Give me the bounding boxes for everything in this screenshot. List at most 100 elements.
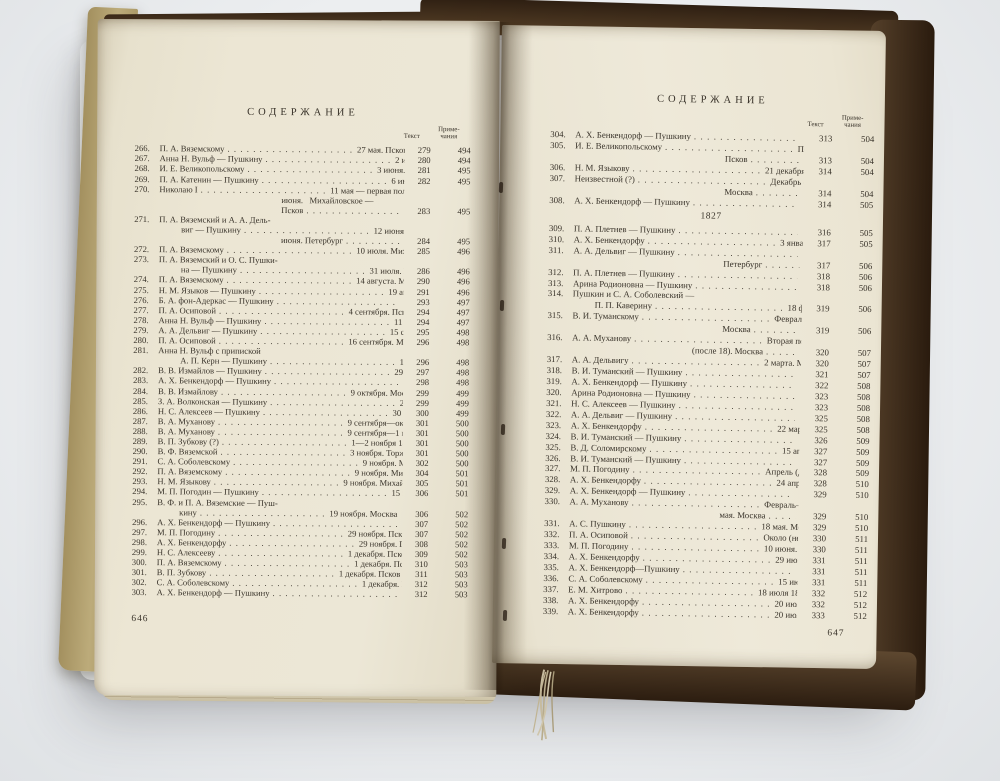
entry-number: 311. — [548, 244, 564, 255]
entry-name: П. А. Вяземскому — [156, 557, 222, 568]
entry-date-cell: 16 сентября. Москва — [346, 337, 403, 347]
entry-date: 21 декабря. Москва — [764, 165, 804, 177]
entry-name-cell: виг — Пушкину — [159, 224, 372, 236]
entry-date-cell: 3 января. Москва — [778, 237, 803, 248]
entry-date-cell: 9 ноября. Михайловское — [353, 468, 403, 478]
text-page-number: 279 — [417, 145, 431, 156]
entry-date: 31 июля. Ревель — [369, 266, 404, 277]
text-page-number: 333 — [811, 609, 825, 620]
entry-name-cell — [159, 212, 279, 213]
entry-number: 277. — [133, 304, 149, 315]
entry-number: 315. — [547, 310, 563, 321]
text-page-number: 329 — [813, 511, 827, 522]
entry-date-cell: Около (не позднее) 10 июня. — [761, 532, 798, 543]
text-page-number: 327 — [813, 456, 828, 467]
stitch-mark — [499, 299, 505, 312]
entry-number: 298. — [131, 536, 148, 548]
entry-number: 294. — [132, 486, 148, 497]
entry-number: 273. — [133, 254, 150, 265]
dot-leader — [765, 259, 799, 270]
stitch-mark — [501, 537, 507, 550]
entry-date-cell: 31 июля. Ревель — [368, 266, 404, 276]
entry-number: 324. — [545, 430, 562, 441]
stitch-mark — [502, 609, 508, 622]
notes-page-number: 498 — [456, 377, 470, 388]
dot-leader — [244, 225, 369, 236]
notes-page-number: 499 — [456, 387, 470, 398]
entry-number: 269. — [134, 173, 150, 184]
entry-number: 306. — [549, 162, 566, 173]
notes-page-number: 503 — [454, 559, 468, 570]
entry-number: 310. — [548, 233, 565, 244]
text-page-number: 307 — [415, 518, 429, 529]
entry-number: 320. — [546, 386, 562, 398]
notes-page-number: 505 — [859, 199, 874, 210]
entry-name: С. А. Соболевскому — [156, 577, 230, 588]
text-page-number: 323 — [814, 391, 829, 402]
text-page-number: 294 — [416, 316, 430, 327]
notes-page-number: 499 — [455, 407, 469, 419]
entry-name: Н. С. Алексеев — Пушкину — [157, 405, 260, 417]
toc-title-left: СОДЕРЖАНИЕ — [247, 106, 359, 119]
notes-page-number: 502 — [455, 518, 469, 530]
entry-name: П. А. Вяземскому — [158, 244, 224, 255]
notes-page-number: 501 — [455, 468, 469, 479]
notes-page-number: 502 — [455, 529, 469, 540]
entry-number: 279. — [133, 324, 149, 336]
entry-date: 9 сентября—октябрь. Москва — [347, 417, 403, 428]
entry-number: 278. — [133, 314, 149, 325]
text-page-number: 316 — [817, 227, 831, 238]
entry-date: Псков — [724, 153, 748, 165]
text-page-number: 290 — [416, 276, 430, 287]
entry-number: 295. — [132, 496, 148, 507]
notes-page-number: 507 — [857, 358, 871, 370]
entry-number: 333. — [543, 539, 560, 551]
notes-page-number: 511 — [854, 566, 868, 577]
entry-date: 29 ноября. Псков — [358, 538, 402, 549]
toc-rows-right: 304.А. Х. Бенкендорф — Пушкину14 декабря… — [543, 129, 875, 621]
notes-page-number: 496 — [456, 286, 470, 297]
notes-page-number: 509 — [856, 446, 870, 457]
entry-name: виг — Пушкину — [181, 224, 242, 235]
entry-number: 281. — [133, 345, 149, 356]
entry-number: 271. — [134, 213, 150, 225]
dot-leader — [201, 184, 326, 195]
text-page-number: 331 — [812, 576, 826, 588]
text-page-number: 330 — [812, 533, 827, 544]
entry-date-cell: 21 декабря. Москва — [763, 165, 804, 177]
entry-date: 6 июня. Петербург — [391, 175, 405, 186]
dot-leader — [306, 205, 401, 216]
entry-date: 2 марта. Москва — [764, 357, 801, 369]
text-page-number: 294 — [416, 306, 430, 317]
entry-date: 1 декабря. Псков — [347, 548, 402, 559]
entry-number: 323. — [545, 419, 562, 430]
entry-number: 274. — [133, 274, 149, 285]
text-page-number: 329 — [812, 522, 827, 533]
entry-number: 305. — [550, 140, 566, 151]
text-page-number: 332 — [811, 587, 826, 599]
entry-date: 1—2 ноября 1826 (?). Москва — [351, 437, 403, 448]
notes-page-number: 495 — [457, 206, 471, 217]
entry-number: 318. — [546, 364, 563, 376]
entry-name: П. А. Осиповой — [158, 304, 217, 316]
entry-number: 283. — [133, 375, 149, 386]
entry-number: 297. — [131, 526, 148, 537]
entry-date-cell: 27 мая. Псков — [355, 145, 405, 155]
notes-page-number: 502 — [455, 539, 468, 550]
notes-page-number: 506 — [858, 282, 873, 293]
notes-page-number: 510 — [855, 490, 869, 501]
entry-name-cell — [573, 264, 691, 266]
notes-page-number: 506 — [858, 326, 872, 337]
text-page-number: 298 — [416, 377, 430, 388]
entry-name: Анна Н. Вульф с припиской — [158, 345, 261, 357]
text-page-number: 301 — [415, 448, 429, 459]
text-page-number: 318 — [816, 270, 831, 281]
dot-leader — [262, 487, 387, 498]
col-header-text: Текст — [403, 133, 420, 141]
entry-name-cell — [572, 351, 690, 353]
col-header-notes: Приме-чания — [841, 114, 864, 129]
entry-name: Николаю I — [159, 183, 198, 195]
notes-page-number: 500 — [455, 438, 469, 449]
entry-date-cell: 1 декабря. Псков — [346, 548, 402, 558]
entry-number: 296. — [132, 516, 148, 527]
